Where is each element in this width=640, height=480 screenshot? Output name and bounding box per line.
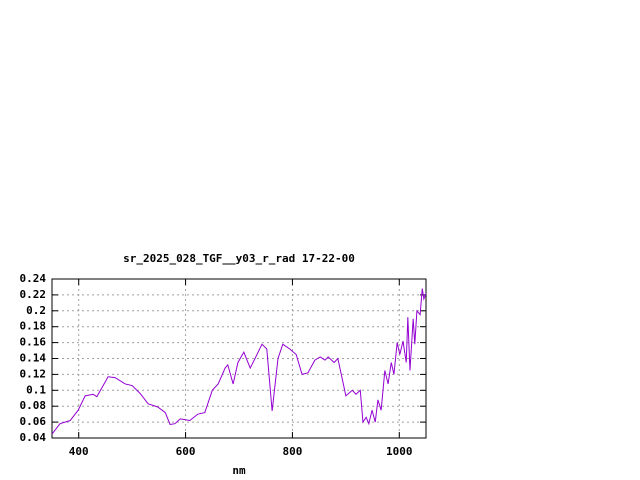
y-tick-label: 0.08 — [20, 399, 47, 412]
x-tick-label: 1000 — [386, 445, 413, 458]
x-axis-label: nm — [232, 464, 246, 477]
y-tick-label: 0.12 — [20, 367, 47, 380]
y-tick-label: 0.1 — [26, 383, 46, 396]
y-tick-label: 0.24 — [20, 272, 47, 285]
y-tick-label: 0.16 — [20, 336, 47, 349]
x-tick-label: 600 — [176, 445, 196, 458]
x-tick-label: 800 — [282, 445, 302, 458]
y-tick-label: 0.18 — [20, 320, 47, 333]
x-tick-label: 400 — [69, 445, 89, 458]
y-tick-label: 0.04 — [20, 431, 47, 444]
y-tick-label: 0.2 — [26, 304, 46, 317]
chart-title: sr_2025_028_TGF__y03_r_rad 17-22-00 — [123, 252, 355, 265]
y-tick-label: 0.22 — [20, 288, 47, 301]
y-tick-label: 0.06 — [20, 415, 47, 428]
y-tick-label: 0.14 — [20, 352, 47, 365]
plot-frame — [51, 278, 427, 439]
data-line — [51, 288, 427, 435]
